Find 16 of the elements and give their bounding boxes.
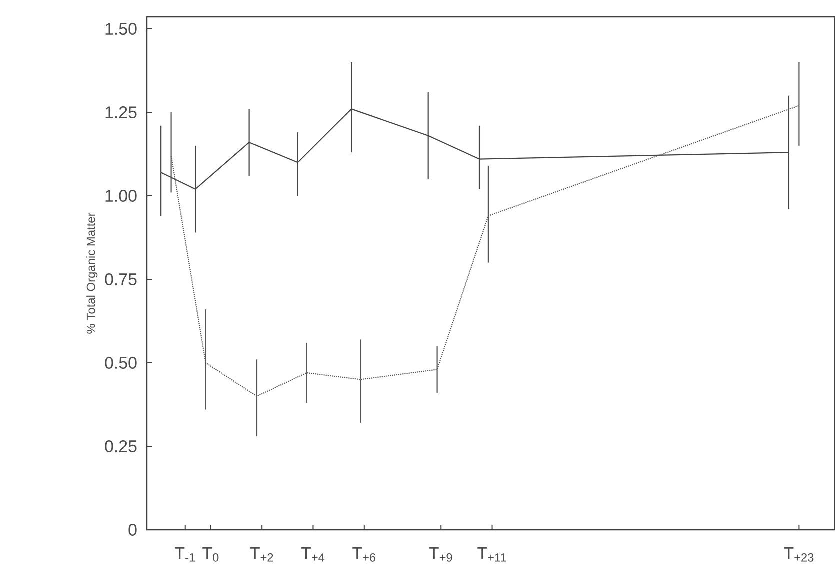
x-tick-label: T$_{+6}$: [352, 548, 376, 562]
y-tick-label: 1.50: [106, 23, 137, 36]
x-tick-label: T$_{+23}$: [784, 548, 814, 562]
y-axis-title: % Total Organic Matter: [86, 212, 98, 334]
x-tick-label: T$_{0}$: [202, 548, 219, 562]
x-tick-label: T$_{+4}$: [301, 548, 325, 562]
x-tick-label: T$_{+9}$: [429, 548, 452, 562]
y-tick-label: 1.25: [106, 106, 137, 119]
x-tick-label: T$_{+11}$: [478, 548, 506, 562]
y-tick-label: 0: [128, 524, 137, 536]
x-tick-label: T$_{+2}$: [250, 548, 274, 562]
x-tick-label: T$_{-1}$: [175, 548, 195, 562]
y-tick-label: 1.00: [106, 190, 137, 202]
y-tick-label: 0.50: [105, 357, 137, 370]
y-tick-label: 0.25: [105, 440, 137, 453]
y-tick-label: 0.75: [105, 274, 137, 286]
